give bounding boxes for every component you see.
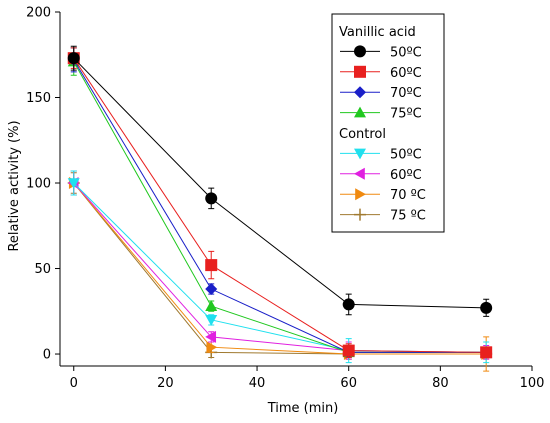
tick-group: 0 20 40 60 80 100 0 50 100 150 200: [26, 6, 544, 392]
data-point: [67, 52, 80, 65]
y-tick-label: 50: [34, 262, 51, 277]
legend-label: 75ºC: [390, 107, 422, 122]
data-point: [206, 341, 218, 354]
plot-area: [67, 45, 493, 372]
data-point: [205, 330, 217, 343]
series-line: [73, 59, 487, 353]
data-point: [480, 346, 493, 359]
x-tick-label: 60: [340, 376, 357, 391]
y-tick-label: 100: [26, 177, 51, 192]
legend-group-title: Vanillic acid: [339, 25, 416, 40]
x-tick-label: 40: [249, 376, 266, 391]
x-tick-label: 80: [432, 376, 449, 391]
x-axis-label: Time (min): [267, 401, 339, 416]
legend-marker: [354, 148, 366, 160]
legend-label: 50ºC: [390, 147, 422, 162]
series-0: [67, 45, 493, 317]
series-line: [73, 57, 487, 353]
axes: [59, 12, 532, 367]
data-point: [342, 298, 355, 311]
legend-label: 75 ºC: [390, 209, 426, 224]
legend-label: 70ºC: [390, 86, 422, 101]
legend-marker: [354, 65, 366, 78]
data-point: [205, 192, 218, 205]
legend-label: 60ºC: [390, 168, 422, 183]
legend-marker: [354, 208, 366, 221]
data-point: [205, 259, 218, 272]
legend-label: 60ºC: [390, 66, 422, 81]
y-axis-label: Relative activity (%): [7, 120, 22, 251]
y-tick-label: 0: [43, 348, 51, 363]
legend-marker: [354, 106, 366, 118]
legend: Vanillic acid 50ºC 60ºC 70ºC 75ºC Control 50ºC…: [331, 13, 445, 233]
legend-group-title: Control: [339, 127, 386, 142]
x-tick-label: 100: [520, 376, 545, 391]
data-point: [205, 300, 218, 311]
data-point: [205, 315, 218, 326]
x-tick-label: 0: [70, 376, 78, 391]
data-point: [480, 301, 493, 314]
data-point: [342, 344, 355, 357]
data-point: [205, 283, 218, 296]
legend-label: 70 ºC: [390, 188, 426, 203]
legend-marker: [355, 188, 366, 201]
legend-label: 50ºC: [390, 45, 422, 60]
x-tick-label: 20: [157, 376, 174, 391]
legend-box: [331, 13, 445, 233]
legend-marker: [354, 86, 366, 99]
series-line: [73, 182, 487, 355]
legend-marker: [354, 45, 366, 58]
data-point: [67, 178, 80, 190]
y-tick-label: 200: [26, 6, 51, 21]
y-tick-label: 150: [26, 91, 51, 106]
legend-marker: [354, 167, 365, 180]
series-line: [73, 57, 487, 309]
